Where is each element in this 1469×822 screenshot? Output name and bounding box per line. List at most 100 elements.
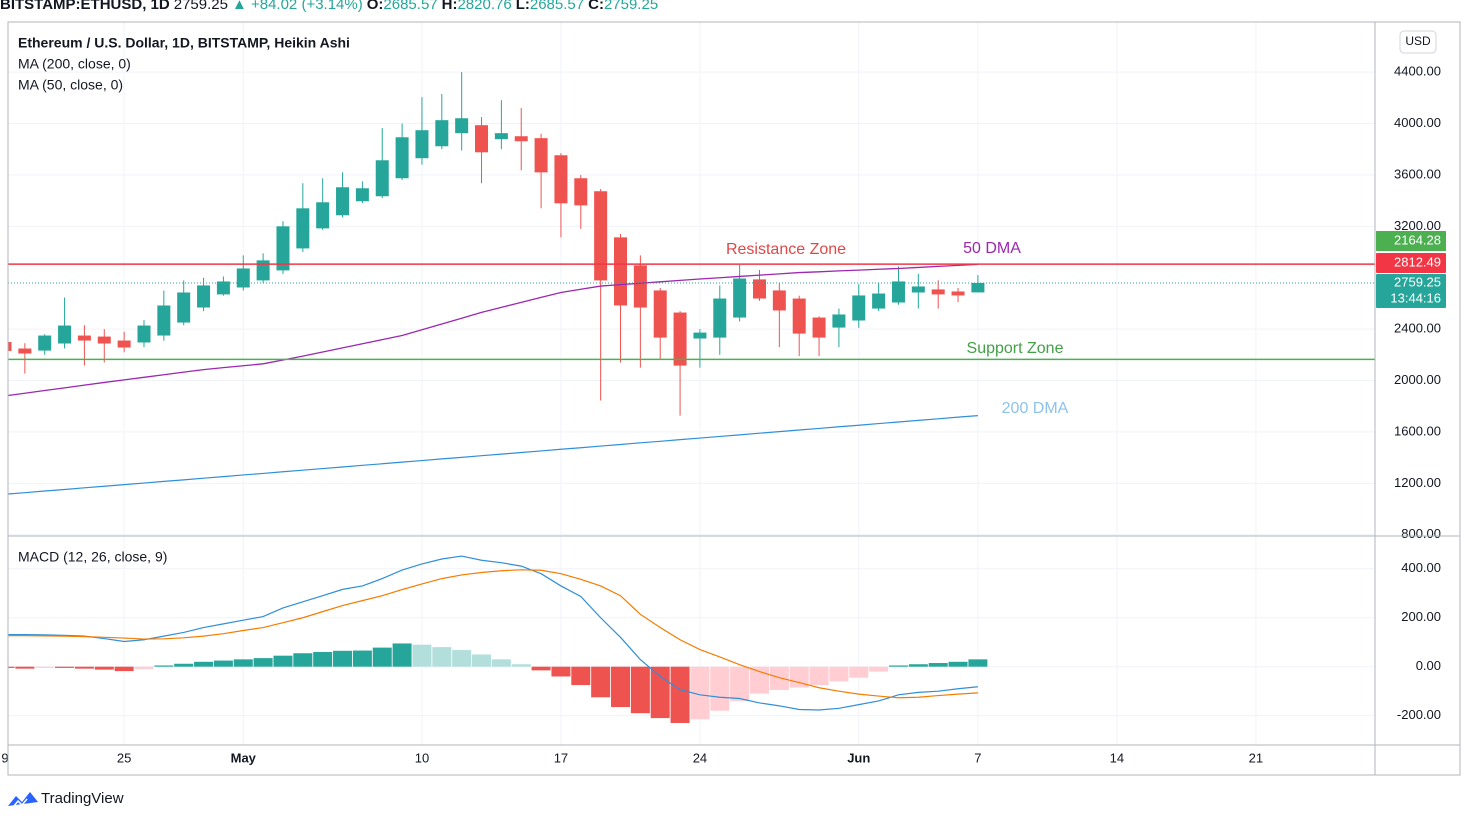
x-tick-label: 17 xyxy=(554,750,568,765)
last-price-box xyxy=(1376,273,1446,308)
histogram-bar xyxy=(511,664,531,667)
candle-body xyxy=(951,291,965,296)
last-price-label: 2759.25 xyxy=(1394,274,1441,289)
histogram-bar xyxy=(352,650,372,667)
macd-title: MACD (12, 26, close, 9) xyxy=(18,549,167,565)
x-tick-label: 14 xyxy=(1110,750,1124,765)
histogram-bar xyxy=(630,666,650,714)
candle-body xyxy=(633,265,647,308)
histogram-bar xyxy=(194,661,214,667)
candle-body xyxy=(177,292,191,323)
chart-title: Ethereum / U.S. Dollar, 1D, BITSTAMP, He… xyxy=(18,35,350,51)
histogram-bar xyxy=(134,666,154,670)
candle-body xyxy=(216,281,230,295)
histogram-bar xyxy=(114,666,134,672)
candle-body xyxy=(911,286,925,293)
histogram-bar xyxy=(611,666,631,708)
y-tick-label: 1600.00 xyxy=(1394,423,1441,438)
histogram-bar xyxy=(690,666,710,720)
h-value: 2820.76 xyxy=(457,0,512,13)
candle-body xyxy=(336,187,350,216)
annotation: 200 DMA xyxy=(1002,400,1069,417)
x-tick-label: 10 xyxy=(415,750,429,765)
histogram-bar xyxy=(74,666,94,669)
histogram-bar xyxy=(571,666,591,686)
histogram-bar xyxy=(253,658,273,667)
histogram-bar xyxy=(273,655,293,667)
x-tick-label: 25 xyxy=(117,750,131,765)
candle-body xyxy=(514,136,528,142)
frame xyxy=(7,21,1461,776)
x-tick-label: 21 xyxy=(1249,750,1263,765)
candle-body xyxy=(971,282,985,293)
histogram-bar xyxy=(869,666,889,672)
y-tick-label: 400.00 xyxy=(1401,560,1441,575)
candle-body xyxy=(276,226,290,271)
x-tick-label: 9 xyxy=(1,750,8,765)
countdown-label: 13:44:16 xyxy=(1390,290,1441,305)
candle-body xyxy=(752,279,766,299)
l-value: 2685.57 xyxy=(529,0,585,13)
histogram-bar xyxy=(888,665,908,667)
candle-body xyxy=(832,314,846,328)
candle-body xyxy=(713,298,727,338)
candle-body xyxy=(18,348,32,354)
histogram-bar xyxy=(670,666,690,723)
histogram-bar xyxy=(452,650,472,667)
histogram-bar xyxy=(491,659,511,667)
histogram-bar xyxy=(313,652,333,667)
histogram-bar xyxy=(472,654,492,667)
currency[interactable]: USD xyxy=(1405,34,1431,48)
o-label: O: xyxy=(366,0,384,13)
candle-body xyxy=(415,130,429,159)
histogram-bar xyxy=(333,650,353,667)
histogram-bar xyxy=(849,666,869,678)
y-tick-label: 200.00 xyxy=(1401,609,1441,624)
series-line xyxy=(8,569,978,699)
candle-body xyxy=(475,125,489,153)
histogram-bar xyxy=(908,664,928,667)
histogram-bar xyxy=(35,666,55,668)
candle-body xyxy=(872,293,886,309)
histogram-bar xyxy=(968,659,988,667)
x-tick-label: Jun xyxy=(847,750,870,765)
histogram-bar xyxy=(233,659,253,667)
series-line xyxy=(8,414,978,495)
x-tick-label: 7 xyxy=(974,750,981,765)
histogram-bar xyxy=(650,666,670,719)
histogram-bar xyxy=(749,666,769,694)
histogram-bar xyxy=(531,666,551,671)
y-tick-label: 2000.00 xyxy=(1394,372,1441,387)
histogram-bar xyxy=(730,666,750,701)
currency-button[interactable] xyxy=(1399,30,1437,54)
histogram-bar xyxy=(829,666,849,682)
l-label: L: xyxy=(515,0,530,13)
o-value: 2685.57 xyxy=(383,0,438,13)
candle-body xyxy=(8,341,12,351)
histogram-bar xyxy=(591,666,611,698)
x-tick-label: May xyxy=(231,750,257,765)
candle-body xyxy=(554,155,568,204)
candle-body xyxy=(38,335,52,351)
histogram-bar xyxy=(8,666,15,668)
candle-body xyxy=(852,295,866,321)
y-tick-label: 4000.00 xyxy=(1394,115,1441,130)
candle-body xyxy=(375,160,389,197)
y-tick-label: 2400.00 xyxy=(1394,321,1441,336)
y-tick-label: 0.00 xyxy=(1416,658,1441,673)
symbol: BITSTAMP:ETHUSD, 1D xyxy=(0,0,170,13)
histogram-bar xyxy=(412,644,432,667)
candle-body xyxy=(594,191,608,281)
histogram-bar xyxy=(928,663,948,667)
brand-logo xyxy=(8,792,38,807)
candle-body xyxy=(197,285,211,308)
histogram-bar xyxy=(293,653,313,667)
change: ▲ +84.02 (+3.14%) xyxy=(231,0,363,13)
annotation: Support Zone xyxy=(967,340,1064,357)
histogram-bar xyxy=(154,665,174,667)
y-tick-label: 800.00 xyxy=(1401,526,1441,541)
candle-body xyxy=(812,317,826,338)
series-line xyxy=(8,263,978,397)
candle-body xyxy=(693,332,707,339)
